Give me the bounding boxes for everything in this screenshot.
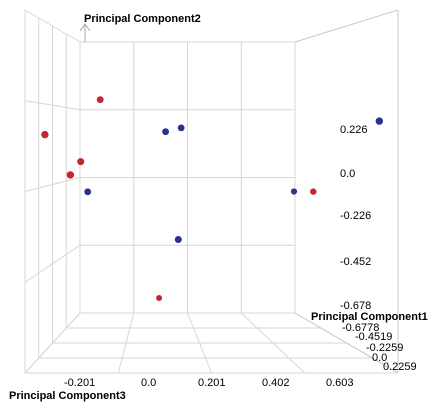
x-axis-title: Principal Component3 — [9, 390, 126, 402]
tick-label: -0.452 — [340, 256, 371, 268]
y-axis-title: Principal Component2 — [84, 13, 201, 25]
data-point — [375, 117, 383, 125]
tick-label: 0.402 — [262, 377, 290, 389]
tick-label: 0.201 — [198, 377, 226, 389]
tick-label: -0.678 — [340, 300, 371, 312]
data-point — [162, 128, 170, 136]
tick-label: -0.2259 — [366, 342, 403, 354]
y-axis-arrow — [79, 23, 91, 42]
data-points — [41, 96, 383, 301]
tick-label: 0.2259 — [383, 361, 417, 373]
tick-label: -0.226 — [340, 210, 371, 222]
data-point — [310, 188, 317, 195]
tick-label: 0.0 — [141, 377, 156, 389]
data-point — [290, 188, 298, 195]
tick-label: -0.4519 — [355, 331, 392, 343]
data-point — [66, 171, 75, 179]
tick-label: -0.201 — [64, 377, 95, 389]
tick-label: 0.226 — [340, 124, 368, 136]
tick-label: 0.0 — [372, 352, 387, 364]
data-point — [77, 158, 85, 166]
data-point — [41, 130, 49, 139]
z-axis-title: Principal Component1 — [311, 311, 428, 323]
tick-label: 0.0 — [340, 168, 355, 180]
floor-gridline — [240, 312, 306, 374]
left-wall-gridline — [24, 244, 81, 283]
data-point — [177, 124, 185, 132]
box-edge — [294, 312, 399, 374]
data-point — [156, 295, 163, 301]
grid — [24, 9, 399, 374]
data-point — [174, 236, 182, 243]
box-edge — [294, 9, 399, 43]
tick-label: -0.6778 — [342, 322, 379, 334]
data-point — [96, 96, 104, 104]
tick-label: 0.603 — [326, 377, 354, 389]
data-point — [84, 188, 92, 196]
tick-labels: 0.226 0.0 -0.226 -0.452 -0.678 -0.201 0.0 0.201… — [64, 124, 417, 389]
